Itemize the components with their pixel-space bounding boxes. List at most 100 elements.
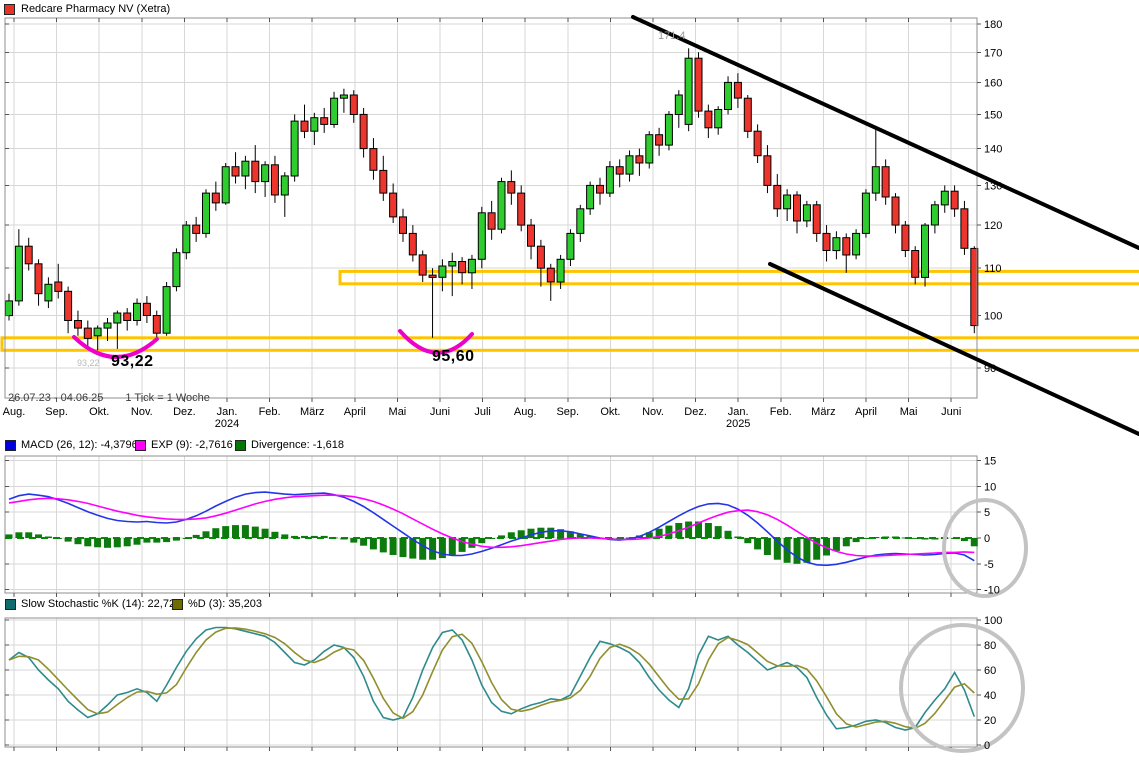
svg-text:130: 130 xyxy=(984,180,1002,192)
macd-legend-label: MACD (26, 12): -4,3796 xyxy=(21,439,138,451)
candle xyxy=(369,148,378,171)
candle xyxy=(93,327,102,337)
candle xyxy=(113,312,122,324)
candle xyxy=(300,120,309,132)
candle xyxy=(546,267,555,283)
candle xyxy=(103,322,112,329)
svg-text:140: 140 xyxy=(984,144,1002,156)
candle xyxy=(901,224,910,252)
candle xyxy=(753,130,762,157)
candle xyxy=(389,192,398,218)
candle xyxy=(921,224,929,278)
candle xyxy=(74,320,82,329)
svg-text:-5: -5 xyxy=(984,559,994,571)
candle xyxy=(605,166,614,194)
candle xyxy=(832,237,841,252)
candle xyxy=(448,261,457,267)
divergence-swatch-icon xyxy=(235,439,246,451)
candle xyxy=(467,258,476,274)
svg-text:Okt.: Okt. xyxy=(89,406,109,418)
svg-text:0: 0 xyxy=(984,740,990,752)
candle xyxy=(566,232,575,260)
peak-label: 171.4 xyxy=(658,30,686,42)
macd-line xyxy=(8,491,975,567)
candle xyxy=(182,224,191,254)
svg-text:2024: 2024 xyxy=(215,418,239,430)
legend-item-exp: EXP (9): -2,7616 xyxy=(135,439,233,451)
svg-text:80: 80 xyxy=(984,640,996,652)
legend-item-stoch-d: %D (3): 35,203 xyxy=(172,598,262,610)
macd-divergence-bars xyxy=(5,521,978,564)
svg-text:Dez.: Dez. xyxy=(684,406,707,418)
legend-item-divergence: Divergence: -1,618 xyxy=(235,439,344,451)
svg-text:5: 5 xyxy=(984,507,990,519)
svg-text:100: 100 xyxy=(984,311,1002,323)
low1-label: 93,22 xyxy=(111,353,154,370)
candle xyxy=(24,245,33,265)
svg-text:April: April xyxy=(855,406,877,418)
axis-labels: 180 170 160 150 140 130 120 110 100 90 15 10 5 0 -5 -10… xyxy=(3,19,1003,752)
candle xyxy=(280,175,289,196)
candle xyxy=(290,120,299,177)
candle xyxy=(517,192,526,226)
svg-text:-10: -10 xyxy=(984,585,1000,597)
candle xyxy=(812,204,821,234)
candle xyxy=(418,254,427,276)
svg-text:Sep.: Sep. xyxy=(45,406,68,418)
candle xyxy=(261,164,270,183)
candle xyxy=(251,160,260,183)
low-arc xyxy=(72,335,159,359)
trendline xyxy=(768,262,1139,436)
candle xyxy=(162,286,171,334)
candle xyxy=(576,208,585,234)
candle xyxy=(83,327,92,339)
svg-text:15: 15 xyxy=(984,456,996,468)
svg-text:März: März xyxy=(811,406,835,418)
candle xyxy=(536,245,545,269)
candle xyxy=(724,81,732,111)
svg-text:Jan.: Jan. xyxy=(728,406,749,418)
candle xyxy=(221,166,230,204)
svg-text:Juni: Juni xyxy=(941,406,961,418)
candle xyxy=(142,302,151,316)
candle xyxy=(379,169,388,194)
candle xyxy=(5,300,13,317)
candle xyxy=(14,245,23,302)
candle xyxy=(615,166,624,175)
stoch-k-line xyxy=(8,626,976,731)
low2-label: 95,60 xyxy=(432,348,475,365)
candle xyxy=(556,258,565,283)
candle xyxy=(802,204,811,222)
legend-item-stoch-k: Slow Stochastic %K (14): 22,723 xyxy=(5,598,181,610)
candle xyxy=(458,261,467,274)
svg-text:Juni: Juni xyxy=(430,406,450,418)
candle xyxy=(172,252,181,288)
svg-text:10: 10 xyxy=(984,481,996,493)
svg-text:Aug.: Aug. xyxy=(3,406,26,418)
svg-text:Aug.: Aug. xyxy=(514,406,537,418)
highlight-ellipse xyxy=(942,498,1028,598)
candle xyxy=(44,283,53,302)
support-zones xyxy=(0,269,1139,352)
low-arc xyxy=(398,329,474,355)
svg-text:Mai: Mai xyxy=(900,406,918,418)
candle xyxy=(891,196,900,226)
candle xyxy=(231,166,240,177)
candle xyxy=(783,194,792,210)
stoch-d-line xyxy=(8,627,975,730)
candle xyxy=(763,155,772,186)
candle xyxy=(270,164,279,196)
candle xyxy=(664,113,673,146)
candle xyxy=(527,224,535,247)
candle xyxy=(714,109,723,129)
candle xyxy=(408,232,417,256)
candle xyxy=(349,94,358,115)
svg-text:170: 170 xyxy=(984,47,1002,59)
stoch-k-swatch-icon xyxy=(5,598,16,610)
svg-text:April: April xyxy=(344,406,366,418)
candle xyxy=(970,247,979,327)
candle xyxy=(842,237,851,256)
candle xyxy=(743,97,752,132)
candle xyxy=(704,110,713,129)
